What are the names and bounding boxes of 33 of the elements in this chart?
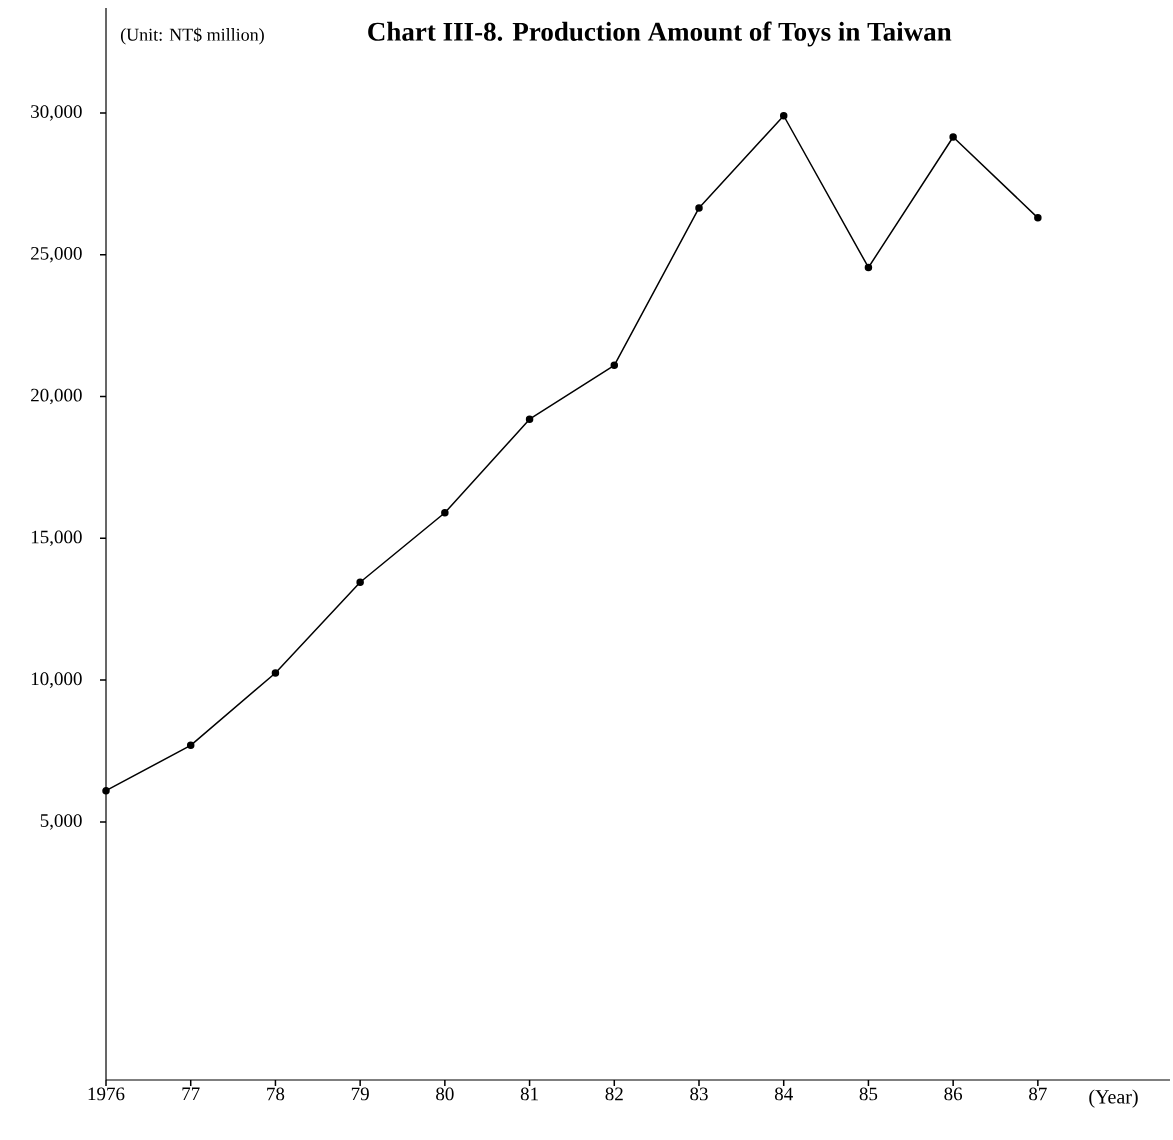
point [949, 133, 957, 141]
point [441, 509, 449, 517]
point [1034, 214, 1042, 222]
y-tick-label: 25,000 [31, 246, 82, 263]
x-tick-label: 84 [774, 1087, 793, 1101]
y-tick-label: 10,000 [31, 672, 82, 688]
x-tick-label: 87 [1029, 1087, 1047, 1101]
x-tick-label: 78 [267, 1087, 285, 1101]
y-tick-label: 20,000 [31, 388, 82, 405]
point [186, 741, 195, 750]
point [525, 415, 534, 423]
point [695, 204, 703, 212]
x-tick-label: 1976 [88, 1087, 125, 1101]
point [779, 111, 788, 120]
x-tick-label: 81 [520, 1087, 538, 1101]
x-axis-title: (Year) [1089, 1089, 1138, 1108]
point [864, 263, 873, 272]
y-axis-title: (Unit: NT$ million) [120, 27, 264, 45]
x-tick-label: 80 [436, 1087, 454, 1101]
y-tick-label: 5,000 [40, 814, 82, 830]
x-tick-label: 77 [182, 1087, 200, 1100]
point [271, 669, 280, 677]
point [610, 361, 619, 370]
point [102, 786, 110, 795]
x-tick-label: 83 [690, 1087, 708, 1101]
y-tick-label: 15,000 [31, 530, 82, 547]
chart-title: Chart III-8. Production Amount of Toys in Taiwan [368, 21, 952, 47]
x-tick-label: 86 [944, 1087, 963, 1101]
x-tick-label: 82 [605, 1087, 623, 1101]
point [356, 578, 364, 587]
x-tick-label: 79 [351, 1087, 369, 1101]
y-tick-label: 30,000 [31, 105, 82, 121]
x-tick-label: 85 [859, 1087, 878, 1101]
